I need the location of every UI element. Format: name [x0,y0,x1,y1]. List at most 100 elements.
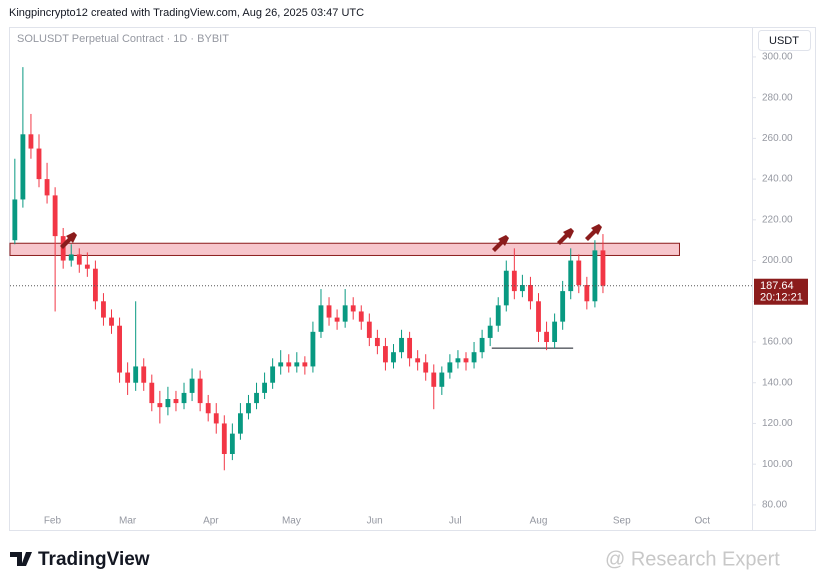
watermark: @ Research Expert [605,548,780,570]
x-tick-label: Apr [203,516,219,527]
candle-body [205,403,211,414]
candle-body [181,392,187,404]
candle-body [544,331,549,343]
x-tick-label: Feb [44,516,62,527]
hammer-icon [557,228,574,245]
y-tick-label: 200.00 [762,255,793,266]
candle-body [439,372,445,387]
candle-body [592,250,598,302]
candle-body [366,321,372,338]
candle-body [302,362,308,367]
candle-body [262,382,268,393]
candle-body [310,331,316,367]
candle-body [44,179,50,196]
candle-body [358,311,364,322]
x-tick-label: Sep [613,516,631,527]
candle-body [270,366,276,383]
y-tick-label: 120.00 [762,418,793,429]
candle-body [101,301,106,318]
candle-body [229,433,235,455]
x-tick-label: Jul [449,516,462,527]
candle-body [36,148,42,180]
x-tick-label: Jun [367,516,383,527]
candle-body [133,366,139,383]
x-tick-label: Aug [530,516,548,527]
candle-body [431,372,437,387]
candle-body [254,392,259,404]
candle-body [350,305,356,312]
candle-body [536,301,541,332]
candle-body [447,362,453,373]
y-tick-label: 300.00 [762,52,793,63]
y-tick-label: 100.00 [762,459,793,470]
candle-body [584,284,590,302]
y-tick-label: 80.00 [762,500,787,511]
candle-body [415,358,421,363]
candle-body [487,325,493,338]
plot: 80.00100.00120.00140.00160.00180.00200.0… [9,52,793,527]
candle-body [463,358,469,363]
candle-body [109,317,114,326]
candle-body [125,372,131,383]
candle-body [52,195,58,237]
hammer-markers [60,224,602,252]
countdown: 20:12:21 [760,292,803,304]
candle-body [479,337,485,353]
resistance-zone [9,242,680,256]
candle-body [568,260,574,292]
candle-body [399,337,404,353]
symbol-legend: SOLUSDT Perpetual Contract · 1D · BYBIT [17,33,229,45]
x-tick-label: May [282,516,301,527]
y-tick-label: 260.00 [762,133,793,144]
x-tick-label: Mar [119,516,137,527]
hammer-icon [60,232,77,249]
last-price-box [754,278,808,305]
candle-body [157,403,163,408]
candle-body [117,325,122,373]
last-price-label: 187.64 [760,280,794,292]
candle-body [560,291,566,322]
candle-body [197,378,203,404]
candle-body [576,260,582,285]
candle-body [455,358,461,363]
logo-text: TradingView [38,549,150,570]
currency[interactable]: USDT [769,35,799,47]
y-tick-label: 240.00 [762,174,793,185]
candle-body [165,399,171,408]
candle-body [28,134,34,149]
candle-body [552,321,558,343]
candle-body [92,268,98,302]
candle-body [68,254,74,261]
y-tick-label: 280.00 [762,92,793,103]
candle-body [149,382,155,404]
hammer-icon [585,224,602,241]
candle-body [20,134,26,200]
tradingview-logo: TradingView [10,549,150,570]
candle-body [334,317,340,322]
candle-body [471,352,477,363]
candle-body [286,362,292,367]
currency-box[interactable] [758,30,811,51]
candle-body [342,305,348,322]
candle-body [12,199,18,241]
candle-body [511,270,517,292]
candle-body [294,362,300,367]
candle-body [407,337,413,359]
candle-body [528,284,533,302]
y-tick-label: 160.00 [762,337,793,348]
chart-frame [9,27,816,531]
candle-body [76,254,82,265]
candle-body [519,284,525,292]
candle-body [318,305,324,332]
candle-body [374,337,380,347]
y-tick-label: 220.00 [762,214,793,225]
candle-body [326,305,332,318]
candle-body [423,362,429,373]
header: Kingpincrypto12 created with TradingView… [9,7,364,19]
hammer-icon [492,235,509,252]
candle-body [189,378,195,393]
candle-body [383,346,388,363]
y-tick-label: 140.00 [762,377,793,388]
